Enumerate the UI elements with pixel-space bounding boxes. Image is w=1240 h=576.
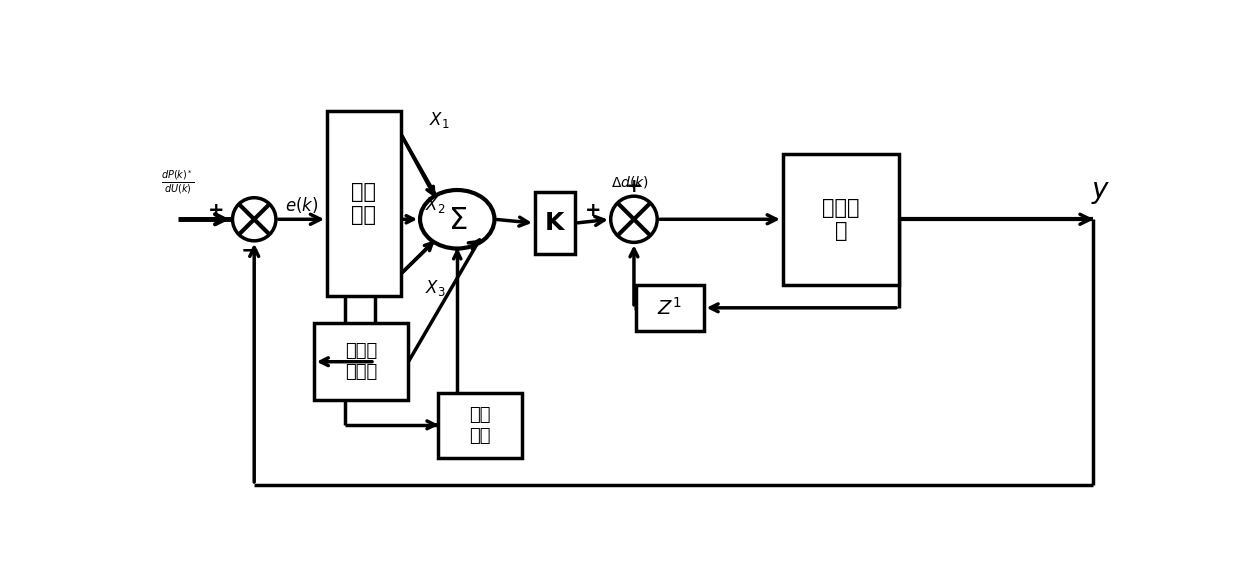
Text: $X_2$: $X_2$ [425,195,445,215]
Text: $X_1$: $X_1$ [429,110,450,130]
Text: 自适应
学习率: 自适应 学习率 [345,342,377,381]
Text: +: + [585,200,601,219]
Text: 光伏系
统: 光伏系 统 [822,198,859,241]
Text: K: K [546,211,564,235]
Text: +: + [626,177,642,196]
Text: $Z^{1}$: $Z^{1}$ [657,297,682,319]
Text: 误差
调整: 误差 调整 [469,406,491,445]
Text: +: + [208,200,224,219]
Text: $e(k)$: $e(k)$ [285,195,319,215]
Text: $\frac{dP(k)^*}{dU(k)}$: $\frac{dP(k)^*}{dU(k)}$ [161,169,195,197]
Text: $X_3$: $X_3$ [425,278,446,298]
Ellipse shape [420,190,495,248]
Bar [782,154,899,285]
Bar [534,192,575,254]
Bar [438,392,522,458]
Bar [635,285,704,331]
Text: −: − [241,240,259,260]
Text: $y$: $y$ [1091,179,1110,206]
Bar [327,112,401,296]
Text: 状态
变换: 状态 变换 [351,182,377,225]
Circle shape [611,196,657,242]
Circle shape [233,198,275,241]
Bar [314,323,408,400]
Text: $\Sigma$: $\Sigma$ [448,206,467,236]
Text: $\Delta d(k)$: $\Delta d(k)$ [611,175,649,190]
